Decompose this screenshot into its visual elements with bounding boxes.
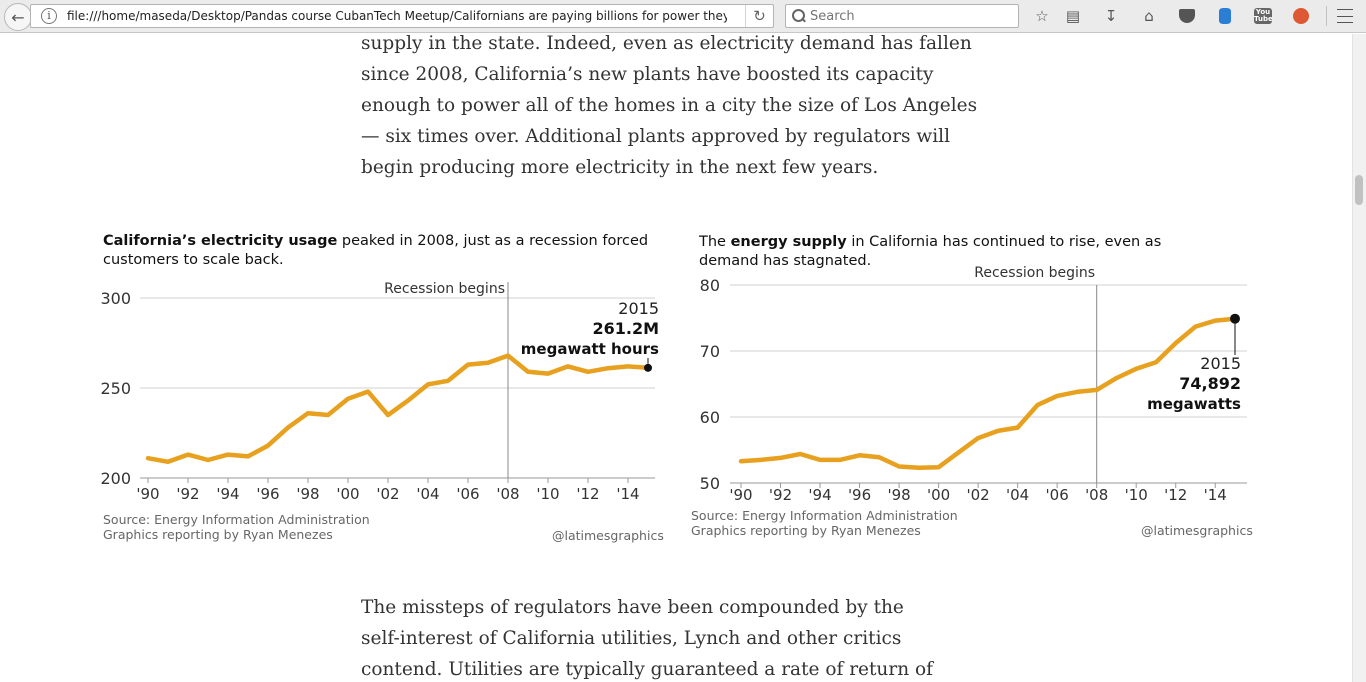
supply-x-tick-label: '08 [1085, 486, 1108, 504]
usage-x-tick-label: '14 [616, 485, 639, 503]
toolbar-divider [1326, 6, 1327, 26]
duckduckgo-icon[interactable] [1291, 6, 1311, 26]
supply-x-tick-label: '02 [967, 486, 990, 504]
search-icon [792, 9, 806, 23]
bookmark-star-icon[interactable]: ☆ [1035, 7, 1049, 25]
article-paragraph-1: supply in the state. Indeed, even as ele… [361, 34, 1001, 183]
usage-chart-title-rest: peaked in 2008, just as a recession forc… [337, 233, 649, 249]
reporting-line: Graphics reporting by Ryan Menezes [691, 523, 921, 538]
supply-x-tick-label: '00 [927, 486, 950, 504]
supply-x-tick-label: '10 [1125, 486, 1148, 504]
usage-x-tick-label: '96 [256, 485, 279, 503]
supply-chart-title-line2: demand has stagnated. [699, 253, 872, 269]
paragraph-line: supply in the state. Indeed, even as ele… [361, 34, 972, 54]
supply-y-tick-label: 70 [700, 342, 720, 361]
usage-chart-title: California’s electricity usage peaked in… [103, 232, 648, 270]
supply-x-tick-label: '14 [1204, 486, 1227, 504]
reading-list-icon[interactable]: ▤ [1065, 7, 1081, 25]
supply-chart-title-bold: energy supply [730, 234, 847, 250]
supply-chart-source: Source: Energy Information Administratio… [691, 508, 958, 538]
usage-y-tick-label: 250 [100, 379, 131, 398]
supply-x-tick-label: '96 [848, 486, 871, 504]
usage-x-tick-label: '00 [336, 485, 359, 503]
supply-x-tick-label: '92 [769, 486, 792, 504]
arrow-left-icon: ← [11, 7, 25, 27]
supply-y-tick-label: 60 [700, 408, 720, 427]
usage-x-tick-label: '94 [216, 485, 239, 503]
charts-svg: 200 250 300 '90 '92 '94 '96 '98 '00 '02 '04 '06 '08 '… [100, 265, 1247, 504]
usage-x-tick-label: '02 [376, 485, 399, 503]
back-button[interactable]: ← [4, 3, 32, 31]
usage-end-year: 2015 [618, 299, 659, 318]
search-input[interactable] [810, 8, 1010, 24]
supply-x-tick-label: '98 [887, 486, 910, 504]
paragraph-line: — six times over. Additional plants appr… [361, 126, 951, 147]
usage-x-tick-label: '08 [496, 485, 519, 503]
paragraph-line: self-interest of California utilities, L… [361, 628, 902, 649]
supply-end-year: 2015 [1200, 354, 1241, 373]
paragraph-line: begin producing more electricity in the … [361, 157, 879, 178]
supply-series-line [738, 316, 1238, 471]
usage-y-tick-label: 200 [100, 469, 131, 488]
url-bar[interactable]: i file:///home/maseda/Desktop/Pandas cou… [30, 4, 774, 28]
youtube-icon[interactable]: You Tube [1254, 8, 1273, 24]
supply-x-tick-label: '94 [808, 486, 831, 504]
article-paragraph-2: The missteps of regulators have been com… [361, 592, 1001, 682]
usage-series-line [145, 353, 651, 465]
supply-end-unit: megawatts [1147, 395, 1241, 413]
usage-x-tick-label: '12 [576, 485, 599, 503]
page-content: supply in the state. Indeed, even as ele… [0, 34, 1352, 682]
reporting-line: Graphics reporting by Ryan Menezes [103, 527, 333, 542]
search-bar[interactable] [785, 4, 1019, 28]
paragraph-line: enough to power all of the homes in a ci… [361, 95, 978, 116]
scrollbar-thumb[interactable] [1355, 175, 1363, 205]
usage-chart-title-line2: customers to scale back. [103, 252, 284, 268]
usage-x-tick-label: '98 [296, 485, 319, 503]
menu-icon[interactable] [1335, 6, 1355, 26]
usage-recession-label: Recession begins [384, 281, 505, 297]
info-icon[interactable]: i [41, 8, 57, 24]
usage-end-value: 261.2M [592, 319, 659, 338]
supply-chart-title-rest: in California has continued to rise, eve… [846, 234, 1162, 250]
usage-x-tick-label: '04 [416, 485, 439, 503]
supply-x-tick-label: '04 [1006, 486, 1029, 504]
usage-chart-credit[interactable]: @latimesgraphics [552, 528, 664, 543]
usage-end-point [644, 363, 652, 372]
usage-x-tick-label: '92 [176, 485, 199, 503]
supply-end-value: 74,892 [1179, 374, 1241, 393]
paragraph-line: since 2008, California’s new plants have… [361, 64, 934, 85]
usage-x-tick-label: '90 [136, 485, 159, 503]
browser-toolbar: ← i file:///home/maseda/Desktop/Pandas c… [0, 0, 1366, 33]
usage-end-unit: megawatt hours [521, 340, 659, 358]
database-icon[interactable] [1215, 6, 1235, 26]
pocket-icon[interactable] [1177, 6, 1197, 26]
usage-x-tick-label: '06 [456, 485, 479, 503]
paragraph-line: contend. Utilities are typically guarant… [361, 659, 933, 680]
supply-x-tick-label: '12 [1164, 486, 1187, 504]
usage-x-tick-label: '10 [536, 485, 559, 503]
url-text[interactable]: file:///home/maseda/Desktop/Pandas cours… [67, 9, 727, 23]
supply-y-tick-label: 80 [700, 276, 720, 295]
vertical-scrollbar[interactable] [1352, 34, 1366, 682]
download-icon[interactable]: ↧ [1104, 7, 1118, 25]
usage-y-tick-label: 300 [100, 289, 131, 308]
reload-icon[interactable]: ↻ [745, 5, 773, 27]
supply-y-tick-label: 50 [700, 474, 720, 493]
supply-end-point [1230, 313, 1240, 324]
supply-chart-title-pre: The [699, 234, 731, 250]
supply-x-tick-label: '90 [729, 486, 752, 504]
supply-chart-title: The energy supply in California has cont… [699, 233, 1161, 271]
usage-chart-source: Source: Energy Information Administratio… [103, 512, 370, 542]
supply-recession-label: Recession begins [974, 265, 1095, 281]
supply-chart-credit[interactable]: @latimesgraphics [1141, 523, 1253, 538]
paragraph-line: The missteps of regulators have been com… [361, 597, 904, 618]
usage-chart-title-bold: California’s electricity usage [103, 233, 338, 249]
supply-x-tick-label: '06 [1046, 486, 1069, 504]
source-line: Source: Energy Information Administratio… [691, 508, 958, 523]
source-line: Source: Energy Information Administratio… [103, 512, 370, 527]
home-icon[interactable]: ⌂ [1144, 7, 1154, 25]
